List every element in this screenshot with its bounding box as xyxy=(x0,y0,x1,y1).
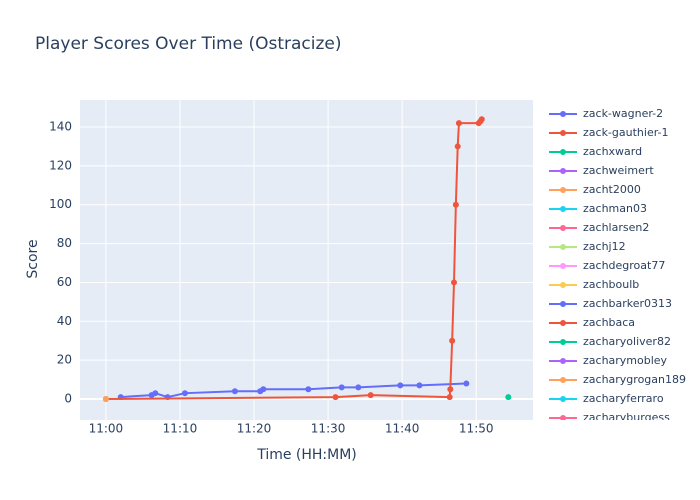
data-point xyxy=(102,396,109,403)
legend-marker xyxy=(560,282,566,288)
y-tick-label: 20 xyxy=(57,353,72,367)
y-tick-label: 80 xyxy=(57,236,72,250)
x-axis-title: Time (HH:MM) xyxy=(256,447,357,463)
legend-marker xyxy=(560,339,566,345)
data-point xyxy=(260,386,267,393)
grid xyxy=(80,100,533,420)
chart-title: Player Scores Over Time (Ostracize) xyxy=(35,34,342,54)
legend-label: zachxward xyxy=(583,145,642,158)
y-tick-label: 0 xyxy=(64,392,72,406)
data-point xyxy=(452,201,459,208)
data-point xyxy=(416,382,423,389)
x-tick-label: 11:00 xyxy=(89,422,124,436)
legend-label: zachman03 xyxy=(583,202,647,215)
plot-background xyxy=(80,100,533,420)
data-point xyxy=(367,392,374,399)
legend-label: zacharyoliver82 xyxy=(583,335,671,348)
legend-marker xyxy=(560,301,566,307)
data-point xyxy=(478,116,485,123)
legend-label: zachweimert xyxy=(583,164,654,177)
legend-marker xyxy=(560,149,566,155)
legend-item[interactable]: zacht2000 xyxy=(549,183,641,196)
y-tick-label: 100 xyxy=(49,197,72,211)
x-tick-label: 11:40 xyxy=(385,422,420,436)
data-point xyxy=(446,394,453,401)
legend-item[interactable]: zack-wagner-2 xyxy=(549,107,663,120)
legend-label: zachboulb xyxy=(583,278,639,291)
y-tick-label: 60 xyxy=(57,275,72,289)
legend-marker xyxy=(560,358,566,364)
x-tick-label: 11:20 xyxy=(237,422,272,436)
data-point xyxy=(455,120,462,127)
y-tick-label: 40 xyxy=(57,314,72,328)
data-point xyxy=(332,394,339,401)
legend-label: zachlarsen2 xyxy=(583,221,649,234)
y-tick-label: 120 xyxy=(49,158,72,172)
legend-item[interactable]: zachman03 xyxy=(549,202,647,215)
legend-label: zacharymobley xyxy=(583,354,668,367)
data-point xyxy=(449,337,456,344)
legend-item[interactable]: zacharyoliver82 xyxy=(549,335,671,348)
legend-label: zachj12 xyxy=(583,240,626,253)
legend-marker xyxy=(560,320,566,326)
data-point xyxy=(231,388,238,395)
data-point xyxy=(305,386,312,393)
legend-marker xyxy=(560,244,566,250)
legend-marker xyxy=(560,206,566,212)
legend-label: zacht2000 xyxy=(583,183,641,196)
data-point xyxy=(447,386,454,393)
x-tick-label: 11:50 xyxy=(459,422,494,436)
legend-marker xyxy=(560,168,566,174)
legend-label: zacharygrogan189 xyxy=(583,373,686,386)
legend-item[interactable]: zachj12 xyxy=(549,240,626,253)
x-tick-label: 11:30 xyxy=(311,422,346,436)
legend-label: zachdegroat77 xyxy=(583,259,665,272)
legend-marker xyxy=(560,130,566,136)
legend-label: zack-gauthier-1 xyxy=(583,126,669,139)
x-tick-label: 11:10 xyxy=(163,422,198,436)
legend-item[interactable]: zacharyferraro xyxy=(549,392,664,405)
legend-item[interactable]: zachbarker0313 xyxy=(549,297,672,310)
legend-item[interactable]: zack-gauthier-1 xyxy=(549,126,669,139)
data-point xyxy=(505,394,512,401)
data-point xyxy=(397,382,404,389)
legend-marker xyxy=(560,187,566,193)
data-point xyxy=(454,143,461,150)
legend-marker xyxy=(560,377,566,383)
legend-item[interactable]: zachboulb xyxy=(549,278,639,291)
data-point xyxy=(451,279,458,286)
legend-label: zachbaca xyxy=(583,316,635,329)
legend-item[interactable]: zachxward xyxy=(549,145,642,158)
legend-marker xyxy=(560,111,566,117)
data-point xyxy=(338,384,345,391)
y-axis-title: Score xyxy=(25,239,41,278)
legend-label: zachbarker0313 xyxy=(583,297,672,310)
legend-item[interactable]: zachlarsen2 xyxy=(549,221,649,234)
legend-marker xyxy=(560,263,566,269)
data-point xyxy=(463,380,470,387)
legend-marker xyxy=(560,225,566,231)
legend-item[interactable]: zachbaca xyxy=(549,316,635,329)
legend-marker xyxy=(560,415,566,420)
legend-item[interactable]: zachdegroat77 xyxy=(549,259,665,272)
legend-item[interactable]: zacharygrogan189 xyxy=(549,373,686,386)
legend-item[interactable]: zachweimert xyxy=(549,164,654,177)
legend-item[interactable]: zacharymobley xyxy=(549,354,668,367)
legend-label: zack-wagner-2 xyxy=(583,107,663,120)
legend-label: zacharyferraro xyxy=(583,392,664,405)
legend-marker xyxy=(560,396,566,402)
plot-area xyxy=(102,116,512,403)
legend-label: zacharyburgess xyxy=(583,411,670,424)
legend-item[interactable]: zacharyburgess xyxy=(549,411,670,424)
data-point xyxy=(355,384,362,391)
y-tick-label: 140 xyxy=(49,120,72,134)
legend: zack-wagner-2 zack-gauthier-1 zachxward zac… xyxy=(549,107,686,424)
data-point xyxy=(152,390,159,397)
data-point xyxy=(181,390,188,397)
